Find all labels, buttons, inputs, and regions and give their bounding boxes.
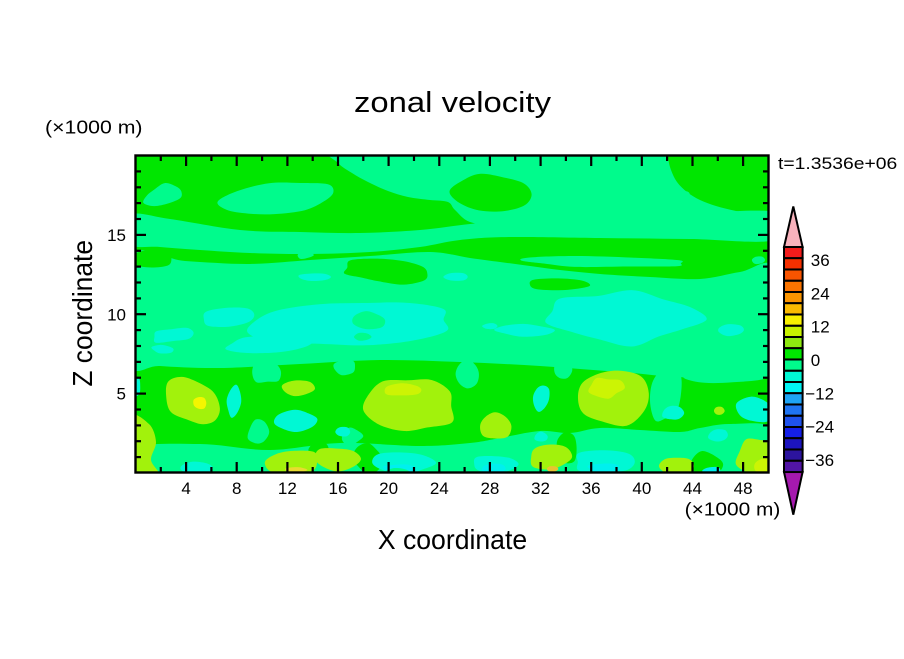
svg-text:12: 12 bbox=[811, 318, 830, 337]
svg-text:(×1000 m): (×1000 m) bbox=[45, 117, 143, 138]
svg-text:20: 20 bbox=[379, 479, 398, 498]
svg-text:8: 8 bbox=[232, 479, 241, 498]
svg-text:0: 0 bbox=[811, 351, 820, 370]
svg-text:15: 15 bbox=[107, 226, 126, 245]
svg-text:40: 40 bbox=[632, 479, 651, 498]
svg-text:10: 10 bbox=[107, 305, 126, 324]
svg-text:24: 24 bbox=[811, 284, 830, 303]
svg-text:−36: −36 bbox=[805, 451, 834, 470]
svg-text:t=1.3536e+06: t=1.3536e+06 bbox=[778, 155, 897, 173]
svg-text:16: 16 bbox=[329, 479, 348, 498]
svg-text:28: 28 bbox=[480, 479, 499, 498]
svg-text:5: 5 bbox=[117, 385, 126, 404]
svg-text:zonal velocity: zonal velocity bbox=[354, 87, 552, 119]
svg-text:36: 36 bbox=[811, 251, 830, 270]
svg-text:Z coordinate: Z coordinate bbox=[67, 240, 98, 387]
svg-text:−24: −24 bbox=[805, 418, 834, 437]
svg-text:32: 32 bbox=[531, 479, 550, 498]
svg-text:X coordinate: X coordinate bbox=[378, 524, 527, 555]
svg-text:24: 24 bbox=[430, 479, 449, 498]
svg-text:4: 4 bbox=[181, 479, 190, 498]
svg-text:−12: −12 bbox=[805, 384, 834, 403]
svg-text:(×1000 m): (×1000 m) bbox=[685, 499, 781, 520]
svg-text:48: 48 bbox=[734, 479, 753, 498]
svg-text:36: 36 bbox=[582, 479, 601, 498]
svg-text:44: 44 bbox=[683, 479, 702, 498]
svg-text:12: 12 bbox=[278, 479, 297, 498]
